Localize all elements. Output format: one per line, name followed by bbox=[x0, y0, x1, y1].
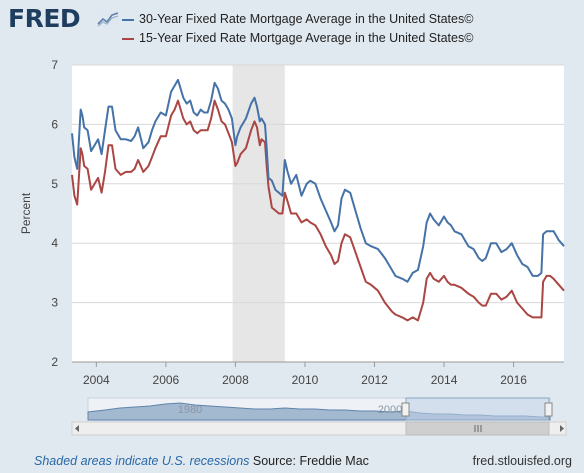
navigator-handle-right[interactable] bbox=[544, 402, 553, 417]
scroll-right-arrow-icon[interactable] bbox=[560, 425, 564, 432]
y-tick-label: 2 bbox=[51, 355, 58, 369]
trend-line-icon bbox=[97, 11, 119, 27]
y-tick-label: 7 bbox=[51, 58, 58, 72]
legend-item-30yr[interactable]: 30-Year Fixed Rate Mortgage Average in t… bbox=[122, 10, 473, 29]
source-note: Source: Freddie Mac bbox=[252, 454, 369, 468]
y-tick-label: 5 bbox=[51, 177, 58, 191]
y-tick-label: 4 bbox=[51, 236, 58, 250]
x-tick-label: 2012 bbox=[361, 373, 388, 385]
navigator-label-2000: 2000 bbox=[378, 404, 402, 416]
x-tick-label: 2004 bbox=[83, 373, 110, 385]
fred-logo[interactable]: FRED bbox=[8, 4, 81, 33]
x-tick-label: 2008 bbox=[222, 373, 249, 385]
x-tick-label: 2016 bbox=[500, 373, 527, 385]
chart-header: FRED 30-Year Fixed Rate Mortgage Average… bbox=[0, 0, 584, 55]
recession-note[interactable]: Shaded areas indicate U.S. recessions bbox=[34, 454, 250, 468]
legend-item-15yr[interactable]: 15-Year Fixed Rate Mortgage Average in t… bbox=[122, 29, 473, 48]
y-axis-label: Percent bbox=[19, 192, 33, 234]
y-tick-label: 3 bbox=[51, 296, 58, 310]
x-tick-label: 2006 bbox=[153, 373, 180, 385]
navigator-svg: 1980 2000 bbox=[71, 397, 567, 436]
chart-footer: Shaded areas indicate U.S. recessions So… bbox=[0, 450, 584, 473]
scroll-left-arrow-icon[interactable] bbox=[75, 425, 79, 432]
fred-url[interactable]: fred.stlouisfed.org bbox=[472, 454, 572, 468]
legend-swatch-30yr bbox=[122, 18, 134, 21]
x-tick-label: 2014 bbox=[431, 373, 458, 385]
line-chart[interactable]: 2 3 4 5 6 7 2004 2006 2008 2010 2012 2014 2016 Percen… bbox=[0, 55, 584, 385]
navigator-handle-left[interactable] bbox=[401, 402, 410, 417]
navigator-selection[interactable] bbox=[405, 397, 550, 421]
footer-notes: Shaded areas indicate U.S. recessions So… bbox=[34, 454, 369, 468]
legend-label-30yr: 30-Year Fixed Rate Mortgage Average in t… bbox=[139, 12, 474, 26]
grip-icon bbox=[474, 425, 482, 432]
y-tick-label: 6 bbox=[51, 117, 58, 131]
legend-swatch-15yr bbox=[122, 37, 134, 40]
range-navigator[interactable]: 1980 2000 bbox=[0, 396, 584, 440]
x-tick-label: 2010 bbox=[292, 373, 319, 385]
chart-plot-svg: 2 3 4 5 6 7 2004 2006 2008 2010 2012 2014 2016 Percen… bbox=[19, 58, 565, 385]
series-line-15yr bbox=[71, 99, 565, 322]
plot-background bbox=[72, 65, 564, 362]
recession-shade bbox=[232, 65, 285, 362]
legend-label-15yr: 15-Year Fixed Rate Mortgage Average in t… bbox=[139, 31, 474, 45]
navigator-label-1980: 1980 bbox=[178, 404, 202, 416]
legend: 30-Year Fixed Rate Mortgage Average in t… bbox=[122, 10, 473, 48]
series-line-30yr bbox=[71, 78, 565, 283]
